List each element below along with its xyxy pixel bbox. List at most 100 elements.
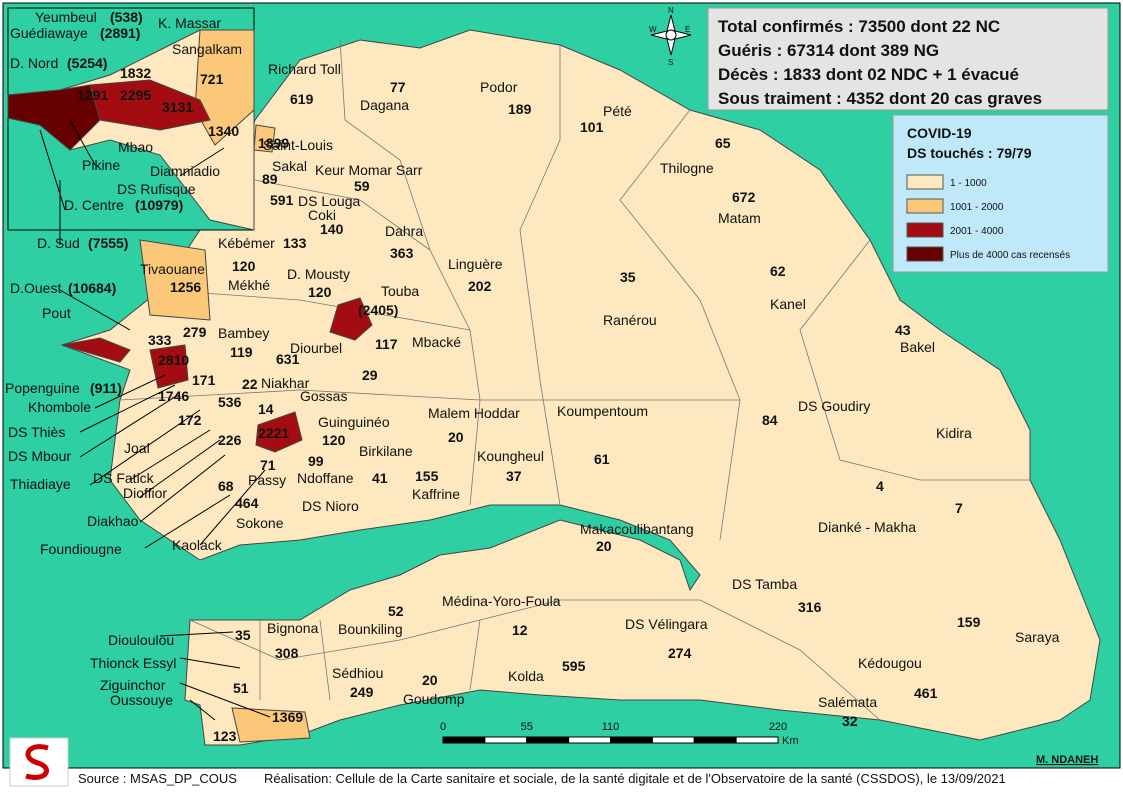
district-name: Oussouye <box>110 692 173 708</box>
district-name: Niakhar <box>261 375 310 391</box>
legend-swatch <box>906 198 944 214</box>
case-count: 101 <box>580 119 604 135</box>
case-count: 363 <box>390 245 414 261</box>
case-count: 1899 <box>258 135 289 151</box>
case-count: 20 <box>448 429 464 445</box>
district-name: Coki <box>308 207 336 223</box>
stat-line: Sous traiment : 4352 dont 20 cas graves <box>718 89 1042 108</box>
district-name: Salémata <box>818 694 877 710</box>
district-name: Sakal <box>272 158 307 174</box>
compass: N S E W <box>649 6 692 67</box>
case-count: (7555) <box>88 235 128 251</box>
district-name: Thionck Essyl <box>90 655 176 671</box>
case-count: 1746 <box>158 388 189 404</box>
case-count: 1256 <box>170 279 201 295</box>
district-name: Kidira <box>936 425 972 441</box>
leader-line <box>144 494 231 549</box>
case-count: 1340 <box>208 123 239 139</box>
district-1001-2000 <box>231 707 311 743</box>
leader-line <box>139 454 226 523</box>
district-name: Keur Momar Sarr <box>315 162 423 178</box>
district-name: Bambey <box>218 325 269 341</box>
district-name: DS Rufisque <box>117 181 196 197</box>
case-count: 595 <box>562 658 586 674</box>
leader-line <box>39 129 66 211</box>
scale-segment <box>610 736 653 744</box>
district-name: DS Fatick <box>93 470 155 486</box>
leader-line <box>179 657 241 669</box>
case-count: 631 <box>276 351 300 367</box>
district-name: Kaffrine <box>412 486 460 502</box>
case-count: 333 <box>148 332 172 348</box>
case-count: 464 <box>235 495 259 511</box>
district-1001-2000 <box>253 124 276 153</box>
leader-line <box>179 682 271 718</box>
case-count: 159 <box>957 614 981 630</box>
district-name: Thilogne <box>660 160 714 176</box>
legend-subtitle: DS touchés : 79/79 <box>907 145 1032 161</box>
scale-tick: 220 <box>769 721 787 733</box>
case-count: 536 <box>218 394 242 410</box>
scale-segment <box>568 736 611 744</box>
legend-label: 2001 - 4000 <box>950 226 1004 237</box>
case-count: 4 <box>876 478 884 494</box>
case-count: 120 <box>232 258 256 274</box>
scale-tick: 0 <box>440 721 446 733</box>
case-count: 140 <box>320 221 344 237</box>
district-name: Mékhé <box>228 277 270 293</box>
compass-label: E <box>685 25 690 34</box>
compass-label: S <box>668 58 673 67</box>
district-2001-4000 <box>329 297 373 341</box>
case-count: (10684) <box>68 280 116 296</box>
case-count: 461 <box>914 685 938 701</box>
leader-line <box>179 147 225 177</box>
district-name: Sédhiou <box>332 665 383 681</box>
leader-line <box>59 289 131 331</box>
leader-line <box>69 119 96 166</box>
case-count: 59 <box>354 178 370 194</box>
district-name: Sokone <box>236 515 284 531</box>
district-name: D. Centre <box>64 197 124 213</box>
case-count: 119 <box>230 344 253 360</box>
case-count: 189 <box>508 101 532 117</box>
district-name: Popenguine <box>5 380 80 396</box>
inset-district <box>89 79 211 131</box>
district-name: Koungheul <box>477 448 544 464</box>
legend-swatch <box>906 222 944 238</box>
district-name: Makacoulibantang <box>580 521 694 537</box>
legend-box <box>892 114 1109 273</box>
legend-label: Plus de 4000 cas recensés <box>950 250 1070 261</box>
case-count: 7 <box>955 500 963 516</box>
legend-swatch <box>906 174 944 190</box>
legend-title: COVID-19 <box>907 125 972 141</box>
district-name: Bignona <box>267 620 319 636</box>
district-name: Kaolack <box>172 537 223 553</box>
case-count: 22 <box>242 376 258 392</box>
district-name: DS Mbour <box>8 448 71 464</box>
scale-tick: 55 <box>521 721 533 733</box>
district-name: Koumpentoum <box>557 403 648 419</box>
district-name: D. Sud <box>37 235 80 251</box>
compass-label: W <box>649 25 657 34</box>
case-count: 2295 <box>120 87 151 103</box>
district-name: Saint-Louis <box>263 137 333 153</box>
source: Source : MSAS_DP_COUS <box>78 771 237 786</box>
leader-line <box>94 374 166 409</box>
land <box>60 29 1101 746</box>
district-name: Kanel <box>770 296 806 312</box>
district-2001-4000 <box>255 411 303 453</box>
stat-line: Total confirmés : 73500 dont 22 NC <box>718 17 1000 36</box>
case-count: 68 <box>218 478 234 494</box>
case-count: (911) <box>90 380 122 396</box>
case-count: 1291 <box>77 87 108 103</box>
district-name: Diamniadio <box>150 163 220 179</box>
district-name: DS Louga <box>298 193 360 209</box>
case-count: 14 <box>258 401 274 417</box>
district-name: Gossas <box>300 388 347 404</box>
case-count: 120 <box>322 432 346 448</box>
leader-line <box>189 699 216 721</box>
district-name: Mbacké <box>412 334 461 350</box>
case-count: 672 <box>732 189 756 205</box>
case-count: 52 <box>388 603 404 619</box>
